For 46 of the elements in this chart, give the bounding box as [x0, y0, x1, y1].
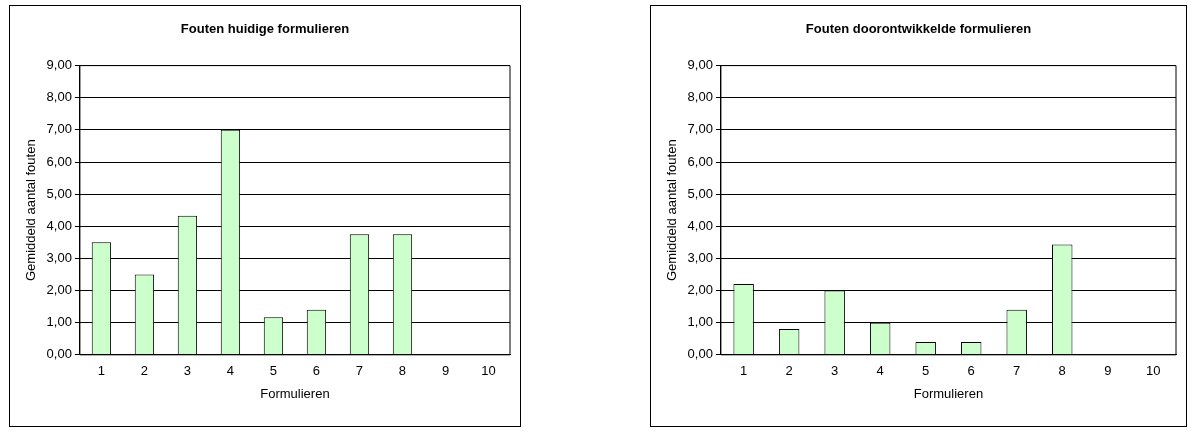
x-axis-title: Formulieren: [913, 385, 984, 401]
y-tick-label: 9,00: [46, 57, 72, 73]
x-tick-label: 10: [481, 363, 496, 379]
x-tick-label: 2: [785, 363, 793, 379]
y-axis-title: Gemiddeld aantal fouten: [664, 139, 680, 282]
y-tick-label: 6,00: [687, 153, 713, 169]
y-tick-label: 7,00: [687, 121, 713, 137]
y-tick-label: 0,00: [46, 346, 72, 362]
y-tick-label: 2,00: [687, 282, 713, 298]
y-tick-label: 3,00: [46, 249, 72, 265]
y-tick-label: 5,00: [687, 185, 713, 201]
x-tick-label: 9: [441, 363, 450, 379]
chart-title: Fouten doorontwikkelde formulieren: [805, 21, 1032, 37]
y-tick-label: 7,00: [46, 121, 72, 137]
y-tick-label: 3,00: [687, 249, 713, 265]
chart-title: Fouten huidige formulieren: [180, 21, 350, 37]
x-tick-label: 5: [922, 363, 930, 379]
y-tick-label: 1,00: [687, 314, 713, 330]
y-tick-label: 6,00: [46, 153, 72, 169]
y-axis-title: Gemiddeld aantal fouten: [23, 139, 39, 282]
y-tick-label: 2,00: [46, 282, 72, 298]
y-tick-label: 8,00: [46, 89, 72, 105]
y-tick-label: 5,00: [46, 185, 72, 201]
x-tick-label: 1: [97, 363, 106, 379]
x-tick-label: 3: [183, 363, 192, 379]
x-tick-label: 9: [1104, 363, 1112, 379]
y-tick-label: 0,00: [687, 346, 713, 362]
y-tick-label: 1,00: [46, 314, 72, 330]
x-axis-title: Formulieren: [260, 385, 330, 401]
x-tick-label: 5: [269, 363, 278, 379]
x-tick-label: 2: [140, 363, 149, 379]
x-tick-label: 4: [226, 363, 235, 379]
x-tick-label: 7: [355, 363, 364, 379]
x-tick-label: 8: [398, 363, 407, 379]
x-tick-label: 3: [831, 363, 839, 379]
x-tick-label: 1: [740, 363, 748, 379]
x-tick-label: 4: [876, 363, 884, 379]
y-tick-label: 4,00: [46, 217, 72, 233]
x-tick-label: 8: [1058, 363, 1066, 379]
x-tick-label: 6: [967, 363, 975, 379]
y-tick-label: 9,00: [687, 57, 713, 73]
y-tick-label: 8,00: [687, 89, 713, 105]
x-tick-label: 7: [1013, 363, 1021, 379]
x-tick-label: 6: [312, 363, 321, 379]
x-tick-label: 10: [1146, 363, 1161, 379]
y-tick-label: 4,00: [687, 217, 713, 233]
